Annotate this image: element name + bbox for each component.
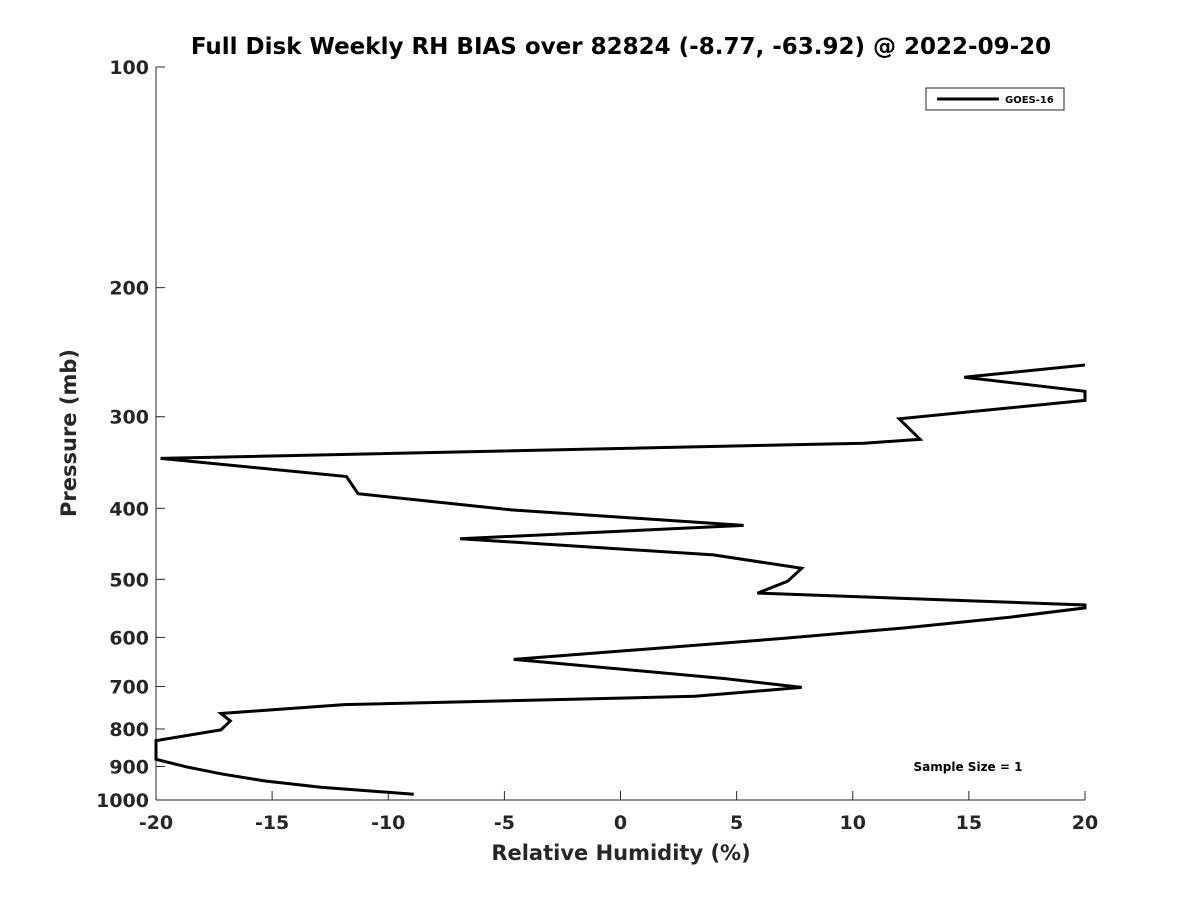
y-tick-label: 800 bbox=[109, 719, 149, 741]
y-axis-ticks: 100 200 300 400 500 600 700 800 900 1000 bbox=[96, 57, 165, 812]
y-axis-label: Pressure (mb) bbox=[57, 349, 81, 517]
legend-label: GOES-16 bbox=[1005, 95, 1054, 106]
x-tick-label: -5 bbox=[494, 812, 515, 834]
chart-title: Full Disk Weekly RH BIAS over 82824 (-8.… bbox=[191, 34, 1051, 60]
series-layer bbox=[154, 363, 1087, 796]
series-line-goes-16 bbox=[154, 363, 1087, 796]
x-tick-label: 15 bbox=[956, 812, 982, 834]
x-axis-label: Relative Humidity (%) bbox=[491, 841, 750, 865]
y-tick-label: 200 bbox=[109, 278, 149, 300]
y-tick-label: 100 bbox=[109, 57, 149, 79]
x-tick-label: 5 bbox=[730, 812, 743, 834]
y-tick-label: 700 bbox=[109, 676, 149, 698]
x-tick-label: -20 bbox=[139, 812, 173, 834]
x-tick-label: -15 bbox=[255, 812, 289, 834]
axes bbox=[155, 67, 1085, 801]
x-tick-label: 10 bbox=[840, 812, 866, 834]
y-tick-label: 600 bbox=[109, 627, 149, 649]
x-tick-label: 20 bbox=[1072, 812, 1098, 834]
x-tick-label: -10 bbox=[371, 812, 405, 834]
y-tick-label: 1000 bbox=[96, 790, 149, 812]
y-tick-label: 500 bbox=[109, 569, 149, 591]
sample-size-annotation: Sample Size = 1 bbox=[914, 760, 1023, 774]
x-tick-label: 0 bbox=[614, 812, 627, 834]
legend: GOES-16 bbox=[925, 87, 1065, 111]
y-tick-label: 900 bbox=[109, 756, 149, 778]
y-tick-label: 300 bbox=[109, 407, 149, 429]
x-axis-ticks: -20 -15 -10 -5 0 5 10 15 20 bbox=[139, 791, 1098, 834]
y-tick-label: 400 bbox=[109, 498, 149, 520]
